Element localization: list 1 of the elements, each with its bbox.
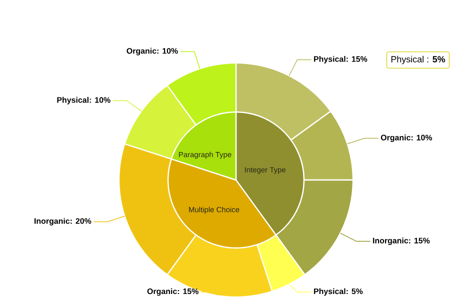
text: Physical : 5% <box>391 56 446 64</box>
